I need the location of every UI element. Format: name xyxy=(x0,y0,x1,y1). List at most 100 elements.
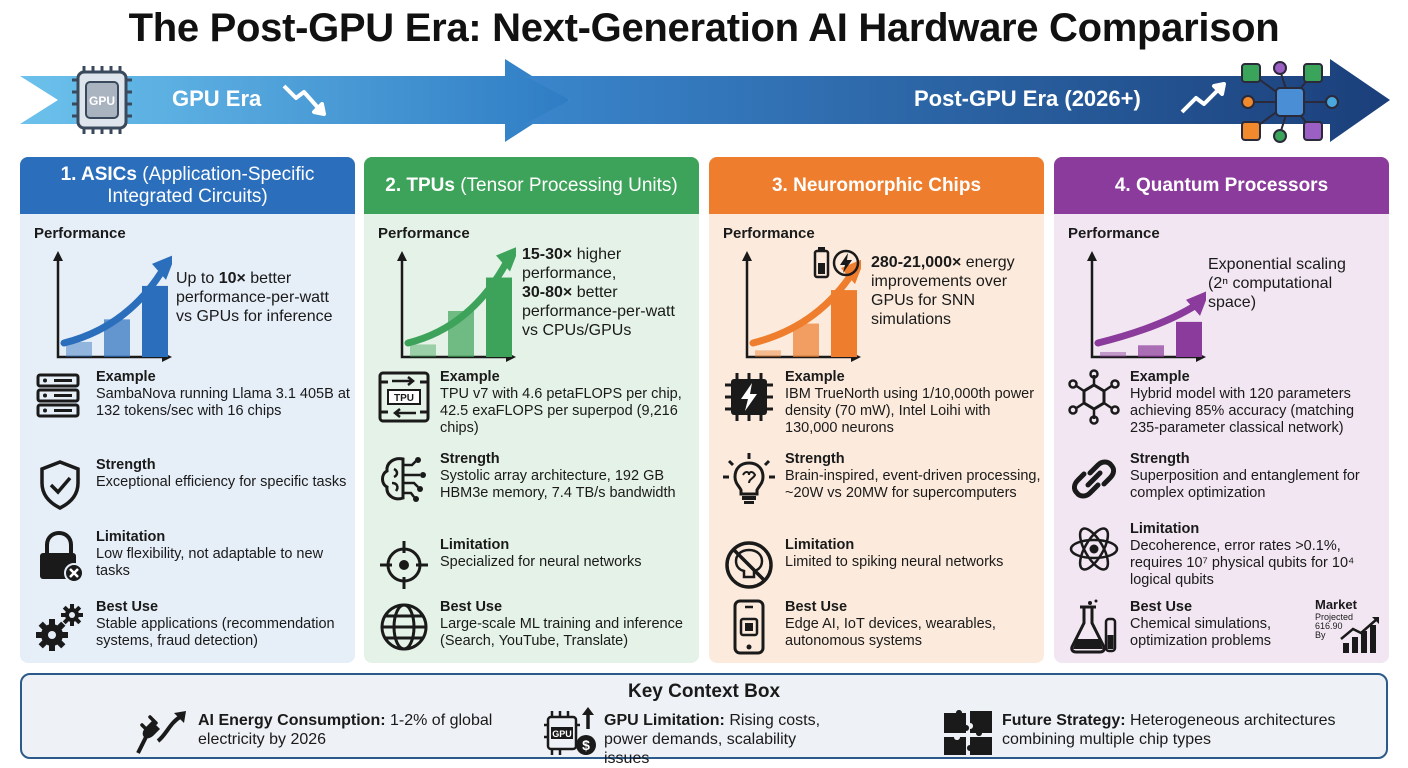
panel-title-bold: 3. Neuromorphic Chips xyxy=(771,174,982,196)
performance-text-part: Exponential scaling xyxy=(1208,256,1346,273)
globe-icon xyxy=(380,603,428,651)
panel-header: 2. TPUs (Tensor Processing Units) xyxy=(364,157,699,214)
row-heading: Limitation xyxy=(96,529,166,545)
post-gpu-era-label: Post-GPU Era (2026+) xyxy=(914,86,1141,111)
performance-chart xyxy=(53,251,172,362)
row-text: Decoherence, error rates >0.1%, requires… xyxy=(1130,538,1355,588)
y-axis-arrowhead xyxy=(53,251,63,261)
row-heading: Best Use xyxy=(1130,599,1193,615)
chart-axes xyxy=(1090,255,1202,359)
performance-text: Up to 10× better performance-per-watt vs… xyxy=(176,269,346,326)
performance-label: Performance xyxy=(34,225,126,242)
row-heading: Example xyxy=(1130,369,1190,385)
row-text: Exceptional efficiency for specific task… xyxy=(96,474,347,490)
y-axis-arrowhead xyxy=(397,251,407,261)
row-heading: Example xyxy=(440,369,500,385)
strength-row: Strength Brain-inspired, event-driven pro… xyxy=(721,451,1041,511)
trend-arrow xyxy=(1094,300,1202,347)
limitation-row: Limitation Specialized for neural network… xyxy=(376,537,696,597)
trend-arrowhead xyxy=(1186,291,1206,316)
server-rack-icon xyxy=(36,373,80,418)
brain-blocked-icon xyxy=(725,541,773,589)
row-heading: Example xyxy=(785,369,845,385)
shield-check-icon xyxy=(40,460,80,510)
panel-header: 3. Neuromorphic Chips xyxy=(709,157,1044,214)
row-text: Edge AI, IoT devices, wearables, autonom… xyxy=(785,616,996,649)
svg-text:$: $ xyxy=(582,737,590,753)
performance-text-part: (2ⁿ computational space) xyxy=(1208,275,1333,311)
best-use-row: Best Use Edge AI, IoT devices, wearables,… xyxy=(721,599,1041,659)
smartphone-chip-icon xyxy=(733,599,765,655)
strength-row: Strength Systolic array architecture, 192… xyxy=(376,451,696,511)
panel-title-rest: (Application-Specific Integrated Circuit… xyxy=(107,163,315,207)
trend-down-icon xyxy=(282,84,326,116)
example-row: Example Hybrid model with 120 parameters … xyxy=(1066,369,1386,436)
panel-header: 4. Quantum Processors xyxy=(1054,157,1389,214)
flask-icon xyxy=(1070,599,1117,654)
row-text: Limited to spiking neural networks xyxy=(785,554,1004,570)
best-use-row: Best Use Chemical simulations, optimizati… xyxy=(1066,599,1386,659)
strength-row: Strength Exceptional efficiency for speci… xyxy=(32,457,352,517)
row-heading: Best Use xyxy=(785,599,848,615)
performance-label: Performance xyxy=(1068,225,1160,242)
era-banner: GPU GPU Era xyxy=(0,56,1408,164)
performance-text-part: 10× xyxy=(218,270,246,287)
brain-circuit-icon xyxy=(381,457,426,502)
right-arrow xyxy=(525,59,1390,142)
trend-arrow xyxy=(404,256,512,347)
page-title: The Post-GPU Era: Next-Generation AI Har… xyxy=(128,6,1280,50)
performance-label: Performance xyxy=(723,225,815,242)
chart-axes xyxy=(400,255,512,359)
best-use-row: Best Use Large-scale ML training and infe… xyxy=(376,599,696,659)
atom-icon xyxy=(1069,527,1119,571)
performance-text: 15-30× higher performance, 30-80× better … xyxy=(522,245,694,340)
trend-arrowhead xyxy=(152,255,172,280)
performance-chart xyxy=(397,247,516,362)
molecule-icon xyxy=(1068,369,1120,425)
market-title: Market xyxy=(1315,597,1357,612)
era-arrow-graphic: GPU xyxy=(20,59,1390,143)
svg-text:TPU: TPU xyxy=(394,393,414,404)
key-context-box: Key Context Box AI Energy Consumption: 1… xyxy=(20,673,1388,767)
y-axis-arrowhead xyxy=(1087,251,1097,261)
panel-tpus: 2. TPUs (Tensor Processing Units) Perfor… xyxy=(364,157,699,663)
performance-chart xyxy=(1087,251,1206,362)
gpu-cost-icon: GPU $ xyxy=(544,707,596,755)
row-text: Large-scale ML training and inference (S… xyxy=(440,616,683,649)
performance-text-part: better performance-per-watt vs CPUs/GPUs xyxy=(522,284,675,339)
gears-icon xyxy=(36,604,83,651)
chart-axes xyxy=(56,255,168,359)
row-heading: Strength xyxy=(1130,451,1190,467)
performance-bar xyxy=(66,341,92,357)
row-heading: Strength xyxy=(785,451,845,467)
row-text: Hybrid model with 120 parameters achievi… xyxy=(1130,386,1355,436)
gpu-era-label: GPU Era xyxy=(172,86,262,111)
battery-lightning-icon xyxy=(813,247,860,279)
market-projection: Projected 616.90 By xyxy=(1315,612,1354,640)
crosshair-icon xyxy=(380,541,428,589)
performance-text-part: better performance-per-watt vs GPUs for … xyxy=(176,270,333,325)
y-axis-arrowhead xyxy=(742,251,752,261)
performance-text-part: Up to xyxy=(176,270,219,287)
row-heading: Limitation xyxy=(785,537,855,553)
context-text: 1-2% of global electricity by 2026 xyxy=(198,712,493,748)
panel-title-bold: 4. Quantum Processors xyxy=(1114,174,1329,196)
row-heading: Best Use xyxy=(440,599,503,615)
performance-text-part: 280-21,000× xyxy=(871,254,962,271)
panel-title-bold: 1. ASICs xyxy=(60,163,137,185)
row-heading: Limitation xyxy=(1130,521,1200,537)
row-text: Systolic array architecture, 192 GB HBM3… xyxy=(440,468,676,501)
context-bold: AI Energy Consumption: xyxy=(198,712,386,729)
power-plug-icon xyxy=(136,711,186,754)
chart-axes xyxy=(745,255,857,359)
performance-bar xyxy=(1138,345,1164,357)
lightning-chip-icon xyxy=(725,373,773,421)
row-text: Specialized for neural networks xyxy=(440,554,642,570)
lock-x-icon xyxy=(40,530,84,583)
brain-bulb-icon xyxy=(723,453,775,504)
performance-bar xyxy=(1100,351,1126,357)
limitation-row: Limitation Decoherence, error rates >0.1%… xyxy=(1066,521,1386,588)
chip-cluster-icon xyxy=(1241,61,1339,143)
panel-title-bold: 2. TPUs xyxy=(385,174,455,196)
trend-up-icon xyxy=(1180,82,1226,114)
